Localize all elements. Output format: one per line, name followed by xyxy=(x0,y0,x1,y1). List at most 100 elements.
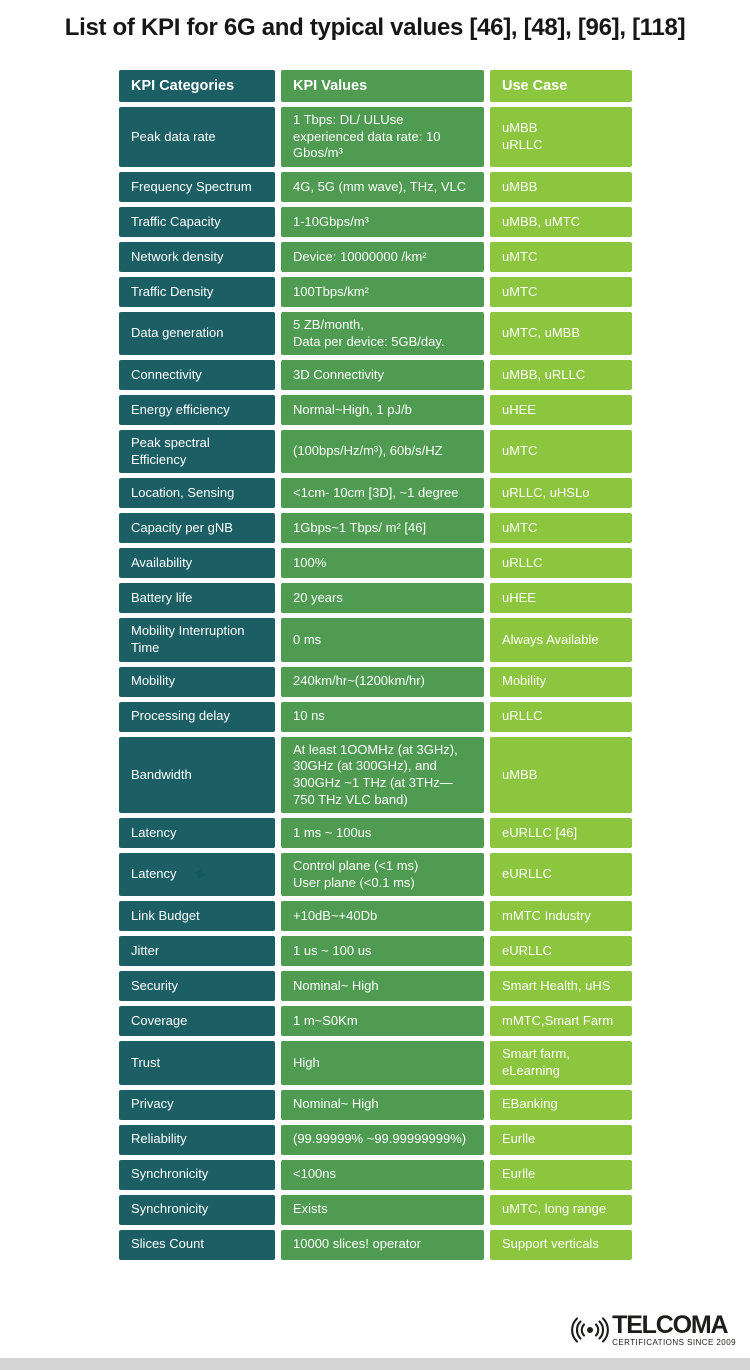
use-case-cell: uMTC xyxy=(490,513,632,544)
kpi-category-label: Connectivity xyxy=(131,366,202,382)
kpi-value-label: 10000 slices! operator xyxy=(293,1236,421,1252)
kpi-value-cell: 1 m~S0Km xyxy=(281,1006,484,1037)
kpi-category-cell: Trust xyxy=(119,1041,275,1085)
kpi-category-cell: Latency xyxy=(119,818,275,849)
use-case-label: uRLLC xyxy=(502,555,543,571)
kpi-category-cell: Peak data rate xyxy=(119,107,275,167)
kpi-value-label: 100% xyxy=(293,555,327,571)
use-case-cell: Eurlle xyxy=(490,1124,632,1155)
kpi-category-cell: Jitter xyxy=(119,936,275,967)
kpi-category-cell: Data generation xyxy=(119,311,275,356)
kpi-category-label: Reliability xyxy=(131,1131,187,1147)
kpi-value-cell: 1-10Gbps/m³ xyxy=(281,206,484,237)
use-case-cell: uRLLC, uHSLo xyxy=(490,478,632,509)
table-row: Security Nominal~ High Smart Health, uHS xyxy=(119,971,632,1002)
kpi-value-label: (100bps/Hz/m³), 60b/s/HZ xyxy=(293,443,443,459)
kpi-value-cell: <1cm- 10cm [3D], ~1 degree xyxy=(281,478,484,509)
kpi-value-label: 1 m~S0Km xyxy=(293,1013,358,1029)
table-row: Frequency Spectrum 4G, 5G (mm wave), THz… xyxy=(119,171,632,202)
page-title: List of KPI for 6G and typical values [4… xyxy=(64,14,686,41)
kpi-value-label: <100ns xyxy=(293,1166,337,1182)
table-row: Network density Device: 10000000 /km² uM… xyxy=(119,241,632,272)
use-case-label: uMTC xyxy=(502,520,538,536)
kpi-category-cell: Privacy xyxy=(119,1089,275,1120)
kpi-category-cell: Connectivity xyxy=(119,360,275,391)
kpi-value-cell: 20 years xyxy=(281,583,484,614)
kpi-value-cell: 1Gbps~1 Tbps/ m² [46] xyxy=(281,513,484,544)
kpi-value-label: 1-10Gbps/m³ xyxy=(293,213,369,229)
kpi-value-cell: 1 ms ~ 100us xyxy=(281,818,484,849)
kpi-category-label: Capacity per gNB xyxy=(131,520,233,536)
kpi-category-cell: Reliability xyxy=(119,1124,275,1155)
table-row: Synchronicity <100ns Eurlle xyxy=(119,1159,632,1190)
table-row: Synchronicity Exists uMTC, long range xyxy=(119,1194,632,1225)
table-row: Privacy Nominal~ High EBanking xyxy=(119,1089,632,1120)
kpi-value-label: 20 years xyxy=(293,590,343,606)
use-case-label: Mobility xyxy=(502,673,547,689)
kpi-category-label: Network density xyxy=(131,248,224,264)
kpi-category-label: Energy efficiency xyxy=(131,401,230,417)
table-row: Traffic Density 100Tbps/km² uMTC xyxy=(119,276,632,307)
kpi-category-cell: Synchronicity xyxy=(119,1194,275,1225)
kpi-value-cell: Nominal~ High xyxy=(281,971,484,1002)
kpi-value-cell: 4G, 5G (mm wave), THz, VLC xyxy=(281,171,484,202)
use-case-cell: uMTC xyxy=(490,241,632,272)
telcoma-logo: TELCOMA CERTIFICATIONS SINCE 2009 xyxy=(570,1310,736,1350)
brand-tagline: CERTIFICATIONS SINCE 2009 xyxy=(612,1338,736,1347)
kpi-table-body: Peak data rate 1 Tbps: DL/ ULUse experie… xyxy=(119,107,632,1260)
kpi-category-label: Frequency Spectrum xyxy=(131,178,252,194)
kpi-value-cell: (99.99999% ~99.99999999%) xyxy=(281,1124,484,1155)
kpi-category-label: Synchronicity xyxy=(131,1166,209,1182)
kpi-value-cell: 1 us ~ 100 us xyxy=(281,936,484,967)
use-case-cell: EBanking xyxy=(490,1089,632,1120)
use-case-cell: eURLLC xyxy=(490,936,632,967)
kpi-category-label: Synchronicity xyxy=(131,1201,209,1217)
use-case-label: EBanking xyxy=(502,1096,558,1112)
table-row: Bandwidth At least 1OOMHz (at 3GHz), 30G… xyxy=(119,736,632,814)
use-case-label: uMBB, uMTC xyxy=(502,213,581,229)
kpi-value-label: 100Tbps/km² xyxy=(293,283,369,299)
table-row: Reliability (99.99999% ~99.99999999%) Eu… xyxy=(119,1124,632,1155)
table-row: Link Budget +10dB~+40Db mMTC Industry xyxy=(119,901,632,932)
kpi-category-label: Processing delay xyxy=(131,708,230,724)
kpi-category-label: Data generation xyxy=(131,325,224,341)
kpi-category-label: Jitter xyxy=(131,943,160,959)
kpi-category-label: Peak spectral Efficiency xyxy=(131,435,210,467)
kpi-value-cell: <100ns xyxy=(281,1159,484,1190)
use-case-cell: eURLLC [46] xyxy=(490,818,632,849)
kpi-category-cell: Slices Count xyxy=(119,1229,275,1260)
kpi-category-cell: Availability xyxy=(119,548,275,579)
kpi-category-cell: Link Budget xyxy=(119,901,275,932)
use-case-cell: mMTC Industry xyxy=(490,901,632,932)
kpi-value-label: 3D Connectivity xyxy=(293,366,385,382)
table-row: Availability 100% uRLLC xyxy=(119,548,632,579)
use-case-label: uMTC xyxy=(502,443,538,459)
kpi-category-label: Battery life xyxy=(131,590,193,606)
kpi-category-label: Trust xyxy=(131,1054,161,1070)
kpi-category-label: Location, Sensing xyxy=(131,485,235,501)
kpi-category-cell: Energy efficiency xyxy=(119,395,275,426)
kpi-category-label: Slices Count xyxy=(131,1236,204,1252)
kpi-category-label: Traffic Capacity xyxy=(131,213,221,229)
table-row: Traffic Capacity 1-10Gbps/m³ uMBB, uMTC xyxy=(119,206,632,237)
kpi-value-cell: 10 ns xyxy=(281,701,484,732)
use-case-cell: uMBB, uRLLC xyxy=(490,360,632,391)
table-row: Energy efficiency Normal~High, 1 pJ/b uH… xyxy=(119,395,632,426)
kpi-value-label: Nominal~ High xyxy=(293,978,379,994)
use-case-cell: uMTC, long range xyxy=(490,1194,632,1225)
kpi-value-label: Control plane (<1 ms) User plane (<0.1 m… xyxy=(293,858,419,890)
use-case-cell: Always Available xyxy=(490,618,632,662)
kpi-category-cell: Bandwidth xyxy=(119,736,275,814)
kpi-value-cell: Control plane (<1 ms) User plane (<0.1 m… xyxy=(281,853,484,897)
kpi-category-label: Mobility xyxy=(131,673,176,689)
table-header-row: KPI Categories KPI Values Use Case xyxy=(119,70,632,102)
kpi-value-cell: Normal~High, 1 pJ/b xyxy=(281,395,484,426)
kpi-category-label: Peak data rate xyxy=(131,128,216,144)
use-case-cell: uMBB, uMTC xyxy=(490,206,632,237)
kpi-value-label: 4G, 5G (mm wave), THz, VLC xyxy=(293,178,467,194)
header-kpi-values: KPI Values xyxy=(281,70,484,102)
kpi-category-label: Link Budget xyxy=(131,908,200,924)
use-case-cell: uRLLC xyxy=(490,701,632,732)
use-case-cell: uMTC xyxy=(490,276,632,307)
table-row: Battery life 20 years uHEE xyxy=(119,583,632,614)
